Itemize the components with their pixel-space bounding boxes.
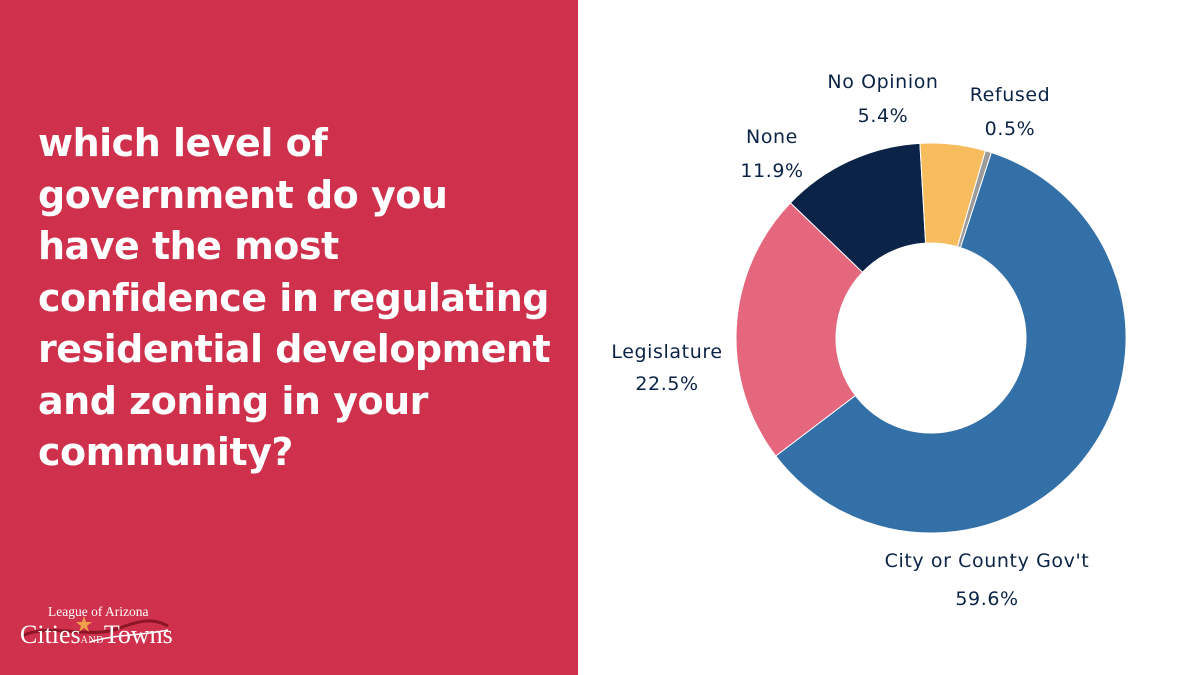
slice-value-label: 22.5% [635, 373, 698, 395]
logo-word-cities: Cities [20, 620, 81, 649]
question-text: which level of government do you have th… [38, 121, 551, 474]
donut-slice-legislature [735, 202, 864, 457]
slice-value-label: 5.4% [858, 105, 909, 127]
slice-label: No Opinion [827, 71, 938, 93]
slice-value-label: 59.6% [955, 588, 1018, 610]
logo-wordmark: CitiesANDTowns [20, 620, 173, 650]
slice-value-label: 0.5% [985, 118, 1036, 140]
logo-word-and: AND [80, 635, 104, 646]
logo-top-line: League of Arizona [48, 604, 149, 619]
logo-word-towns: Towns [103, 620, 173, 649]
donut-slice-refused [956, 150, 992, 249]
donut-chart: City or County Gov't 59.6% Legislature 22.5… [611, 71, 1127, 610]
slice-value-label: 11.9% [740, 160, 803, 182]
slice-label: Refused [970, 84, 1051, 106]
slice-label: None [746, 126, 798, 148]
arizona-star-icon [76, 616, 92, 632]
logo-swoosh-icon [21, 619, 169, 643]
question-panel: which level of government do you have th… [0, 0, 578, 675]
donut-slice-city-or-county-gov-t [775, 151, 1127, 534]
slice-label: Legislature [611, 341, 722, 363]
league-logo: League of Arizona CitiesANDTowns [20, 604, 180, 656]
slice-label: City or County Gov't [885, 550, 1090, 572]
